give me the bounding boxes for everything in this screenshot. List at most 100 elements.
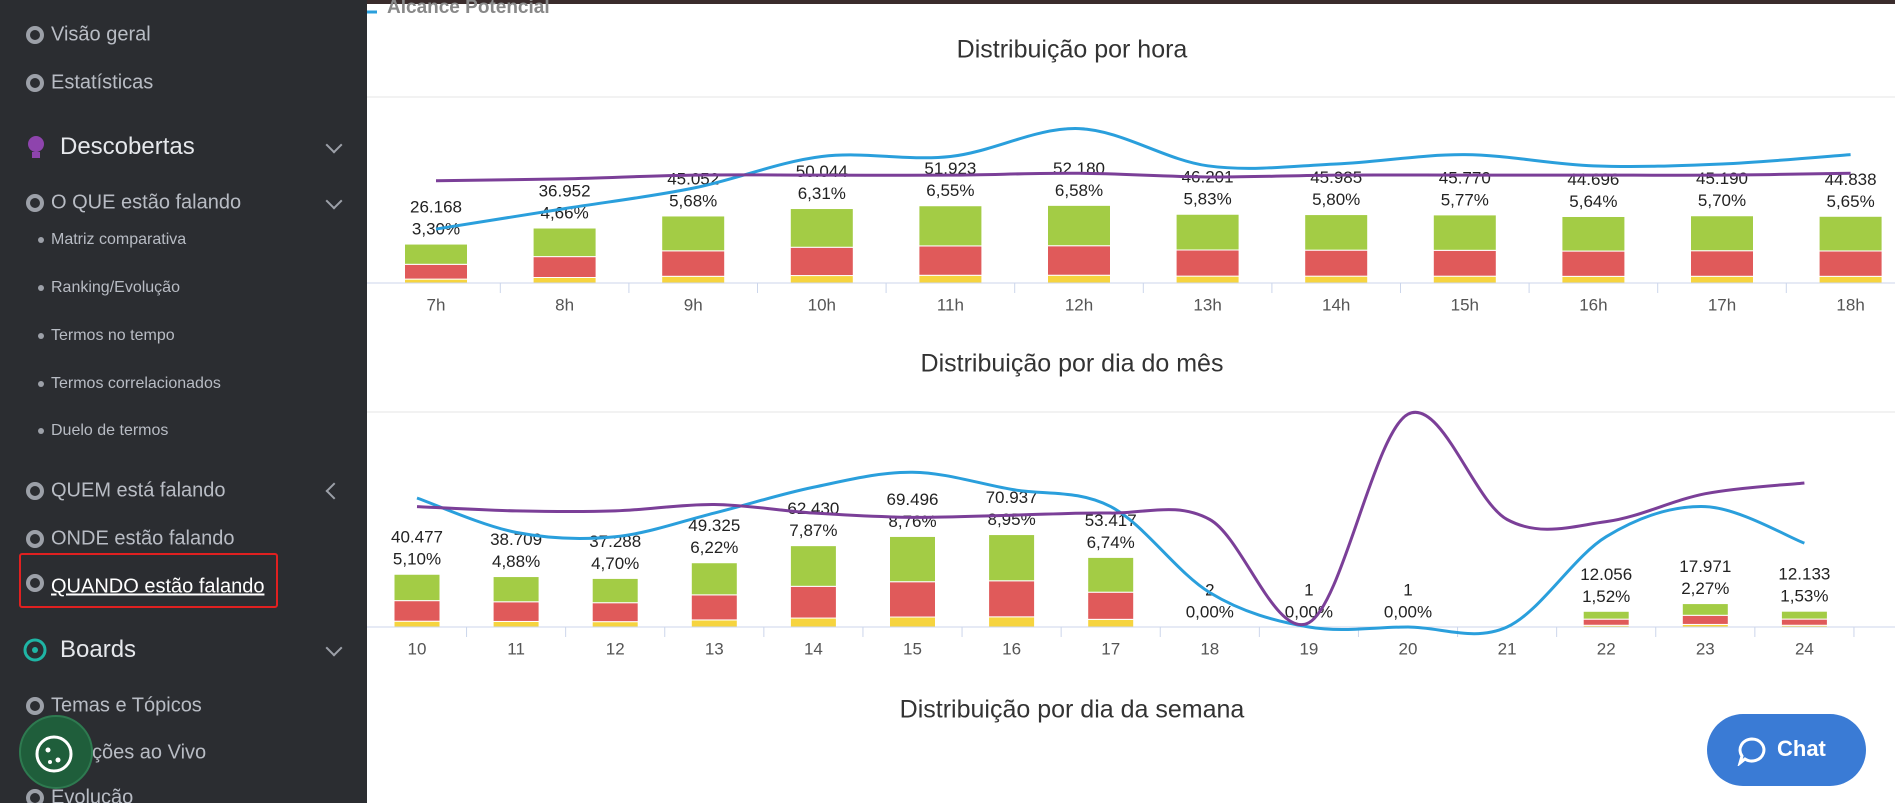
nav-item-active[interactable]: QUANDO estão falando: [51, 575, 265, 598]
line-series: [416, 410, 1805, 627]
percent-label: 5,68%: [669, 191, 717, 210]
bar-segment: [1818, 250, 1883, 277]
bar-segment: [1304, 249, 1369, 277]
bullet: [38, 381, 44, 387]
icon: [26, 574, 44, 592]
legend-label: Alcance Potencial: [387, 0, 550, 18]
icon: [26, 789, 44, 803]
bullet: [38, 333, 44, 339]
bar-segment: [690, 562, 738, 596]
nav-item[interactable]: Evolução: [51, 786, 134, 803]
nav-item[interactable]: Temas e Tópicos: [51, 694, 202, 717]
bar-segment: [988, 580, 1036, 618]
line-series: [435, 171, 1851, 183]
x-tick-label: 16: [1002, 639, 1021, 658]
nav-subitem[interactable]: Matriz comparativa: [51, 231, 187, 248]
cookie-button[interactable]: [18, 714, 94, 790]
percent-label: 8,76%: [888, 512, 936, 531]
bar-segment: [918, 274, 983, 284]
bar-segment: [1561, 215, 1626, 252]
nav-subitem[interactable]: Duelo de termos: [51, 422, 169, 439]
bar-segment: [492, 601, 540, 622]
bar-segment: [393, 600, 441, 622]
bar-segment: [789, 585, 837, 619]
bar-segment: [532, 227, 597, 258]
percent-label: 6,55%: [926, 181, 974, 200]
x-tick-label: 20: [1399, 639, 1418, 658]
bar-segment: [532, 256, 597, 279]
icon: [26, 697, 44, 715]
percent-label: 1,52%: [1582, 587, 1630, 606]
percent-label: 5,80%: [1312, 190, 1360, 209]
nav-item[interactable]: Visão geral: [51, 23, 151, 46]
bar-segment: [789, 275, 854, 284]
bar-segment: [591, 602, 639, 623]
nav-item[interactable]: ONDE estão falando: [51, 527, 235, 550]
percent-label: 6,74%: [1087, 533, 1135, 552]
chevron: [325, 192, 343, 210]
nav-item[interactable]: O QUE estão falando: [51, 191, 242, 214]
highlight-box: [19, 553, 278, 608]
bar-segment: [1582, 618, 1630, 626]
section-header[interactable]: Descobertas: [60, 133, 195, 160]
bar-segment: [918, 205, 983, 247]
bar-segment: [1175, 249, 1240, 277]
line-series: [435, 127, 1851, 231]
icon: [26, 482, 44, 500]
icon: [26, 26, 44, 44]
bar-segment: [393, 573, 441, 602]
bar-segment: [1047, 204, 1111, 247]
value-label: 12.056: [1580, 565, 1632, 584]
bar-segment: [1175, 213, 1240, 251]
nav-subitem[interactable]: Termos correlacionados: [51, 375, 221, 392]
bar-segment: [789, 617, 837, 628]
bar-segment: [661, 250, 726, 277]
value-label: 17.971: [1679, 557, 1731, 576]
value-label: 1: [1304, 580, 1313, 599]
value-label: 1: [1403, 580, 1412, 599]
bar-segment: [988, 616, 1036, 628]
chevron: [325, 639, 343, 657]
chevron: [325, 136, 343, 154]
bar-segment: [1087, 591, 1135, 620]
charts: Alcance Potencial Distribuição por hora 7…: [367, 0, 1895, 724]
value-label: 50.044: [796, 162, 848, 181]
x-tick-label: 9h: [684, 295, 703, 314]
percent-label: 6,22%: [690, 538, 738, 557]
bar-segment: [1304, 275, 1369, 284]
percent-label: 0,00%: [1186, 602, 1234, 621]
x-tick-label: 14h: [1322, 295, 1350, 314]
chat-button[interactable]: Chat: [1707, 714, 1866, 786]
bar-segment: [492, 620, 540, 628]
percent-label: 5,64%: [1569, 192, 1617, 211]
nav-item[interactable]: Estatísticas: [51, 71, 154, 94]
bar-segment: [1432, 214, 1497, 251]
x-tick-label: 17h: [1708, 295, 1736, 314]
section-header[interactable]: Boards: [60, 636, 137, 663]
value-label: 44.696: [1567, 170, 1619, 189]
bar-segment: [591, 577, 639, 604]
nav-item[interactable]: ções ao Vivo: [92, 741, 207, 764]
bar-segment: [1690, 250, 1754, 277]
percent-label: 0,00%: [1384, 602, 1432, 621]
x-tick-label: 24: [1795, 639, 1814, 658]
x-tick-label: 18h: [1836, 295, 1864, 314]
x-tick-label: 11: [507, 639, 525, 658]
percent-label: 1,53%: [1780, 587, 1828, 606]
chart-title: Distribuição por hora: [957, 36, 1188, 64]
x-tick-label: 19: [1299, 639, 1318, 658]
sidebar: Visão geral Estatísticas Descobertas O Q…: [0, 0, 367, 803]
x-tick-label: 15: [903, 639, 922, 658]
bar-segment: [492, 576, 540, 603]
nav-subitem[interactable]: Termos no tempo: [51, 327, 175, 344]
nav-item[interactable]: QUEM está falando: [51, 479, 226, 502]
value-label: 45.985: [1310, 168, 1362, 187]
x-tick-label: 12h: [1065, 295, 1093, 314]
bar-segment: [1432, 275, 1497, 284]
bar-segment: [1690, 215, 1754, 252]
bar-segment: [1780, 610, 1828, 620]
percent-label: 6,58%: [1055, 181, 1103, 200]
percent-label: 0,00%: [1285, 602, 1333, 621]
nav-subitem[interactable]: Ranking/Evolução: [51, 279, 180, 296]
